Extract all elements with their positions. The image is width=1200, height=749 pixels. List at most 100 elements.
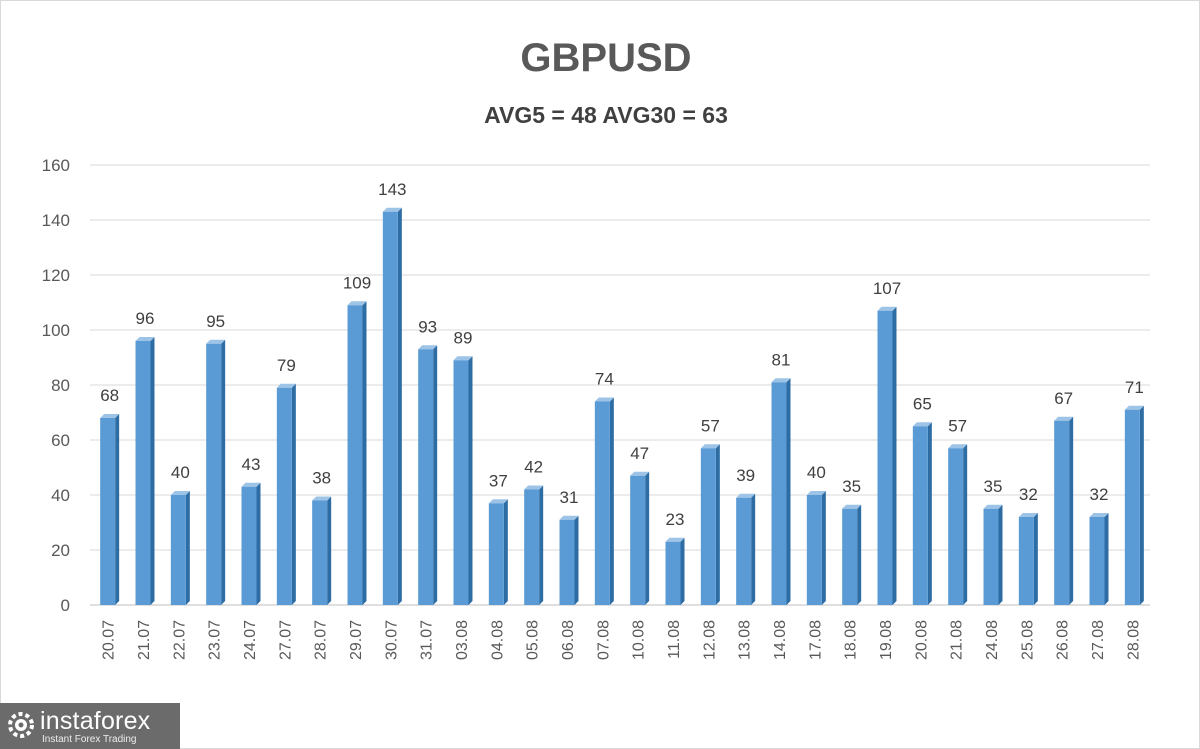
bar-side	[857, 504, 862, 605]
x-tick-label: 05.08	[525, 620, 542, 660]
data-label: 109	[343, 273, 371, 292]
data-label: 42	[524, 458, 543, 477]
bar-top	[877, 306, 897, 311]
x-tick-label: 29.07	[348, 620, 365, 660]
bar-top	[630, 471, 650, 476]
data-label: 93	[418, 317, 437, 336]
bar-side	[115, 414, 120, 605]
x-tick-label: 12.08	[701, 620, 718, 660]
bar-top	[948, 444, 968, 449]
bar-side	[291, 383, 296, 605]
data-label: 35	[984, 477, 1003, 496]
y-tick-label: 40	[51, 486, 70, 505]
x-tick-label: 27.08	[1090, 620, 1107, 660]
x-tick-label: 21.08	[949, 620, 966, 660]
bar	[1054, 420, 1070, 605]
bar-top	[206, 339, 226, 344]
data-label: 68	[100, 386, 119, 405]
y-tick-label: 0	[61, 596, 70, 615]
bar-side	[327, 496, 332, 605]
x-tick-label: 28.07	[313, 620, 330, 660]
bar-side	[574, 515, 579, 605]
data-label: 23	[666, 510, 685, 529]
bar-top	[842, 504, 862, 509]
bar	[700, 448, 716, 605]
x-tick-label: 14.08	[772, 620, 789, 660]
bar-top	[241, 482, 261, 487]
x-tick-label: 26.08	[1055, 620, 1072, 660]
data-label: 32	[1019, 485, 1038, 504]
bar	[170, 495, 186, 605]
data-label: 79	[277, 356, 296, 375]
bar-top	[594, 397, 614, 402]
data-label: 47	[630, 444, 649, 463]
bar-top	[453, 356, 473, 361]
data-label: 143	[378, 180, 406, 199]
logo-tagline: Instant Forex Trading	[42, 734, 137, 745]
bar-top	[1054, 416, 1074, 421]
bar	[488, 503, 504, 605]
bar-top	[524, 485, 544, 490]
bar-top	[559, 515, 579, 520]
bar-top	[382, 207, 402, 212]
bar-top	[806, 491, 826, 495]
y-tick-label: 60	[51, 431, 70, 450]
bar-side	[433, 345, 438, 605]
data-label: 39	[736, 466, 755, 485]
data-label: 71	[1125, 378, 1144, 397]
bar-side	[927, 422, 932, 605]
bar-top	[736, 493, 756, 498]
data-label: 37	[489, 471, 508, 490]
x-tick-label: 18.08	[843, 620, 860, 660]
gear-icon	[8, 712, 34, 738]
y-tick-label: 120	[42, 266, 70, 285]
bar	[1018, 517, 1034, 605]
data-label: 81	[772, 350, 791, 369]
bar	[453, 360, 469, 605]
y-tick-label: 20	[51, 541, 70, 560]
bar-side	[786, 378, 791, 605]
y-tick-label: 140	[42, 211, 70, 230]
x-tick-label: 20.08	[913, 620, 930, 660]
x-tick-label: 24.08	[984, 620, 1001, 660]
bar-top	[170, 491, 190, 495]
x-tick-label: 22.07	[171, 620, 188, 660]
bar	[877, 310, 893, 605]
bar-side	[751, 493, 756, 605]
bar-top	[347, 301, 367, 306]
x-tick-label: 10.08	[631, 620, 648, 660]
x-tick-label: 19.08	[878, 620, 895, 660]
x-tick-label: 21.07	[136, 620, 153, 660]
y-tick-label: 100	[42, 321, 70, 340]
x-tick-label: 11.08	[666, 620, 683, 659]
bar	[806, 495, 822, 605]
bar-side	[1104, 513, 1109, 605]
instaforex-logo: instaforex Instant Forex Trading	[0, 703, 180, 749]
bar-side	[150, 337, 155, 605]
bar	[1089, 517, 1105, 605]
x-tick-label: 27.07	[277, 620, 294, 660]
bar-side	[998, 504, 1003, 605]
bar	[912, 426, 928, 605]
bar	[771, 382, 787, 605]
bar-side	[397, 207, 402, 605]
bar-top	[912, 422, 932, 427]
bar-top	[276, 383, 296, 388]
bar-top	[135, 337, 155, 341]
data-label: 40	[807, 463, 826, 482]
bar-side	[609, 397, 614, 605]
bar	[665, 541, 681, 605]
data-label: 43	[242, 455, 261, 474]
bar-side	[1033, 513, 1038, 605]
bar	[948, 448, 964, 605]
chart-title: GBPUSD	[520, 36, 692, 80]
bar	[418, 349, 434, 605]
x-tick-label: 13.08	[737, 620, 754, 660]
bar	[630, 475, 646, 605]
bar-side	[645, 471, 650, 605]
bar	[736, 497, 752, 605]
bar-side	[468, 356, 473, 605]
bar-side	[221, 339, 226, 605]
bar	[276, 387, 292, 605]
